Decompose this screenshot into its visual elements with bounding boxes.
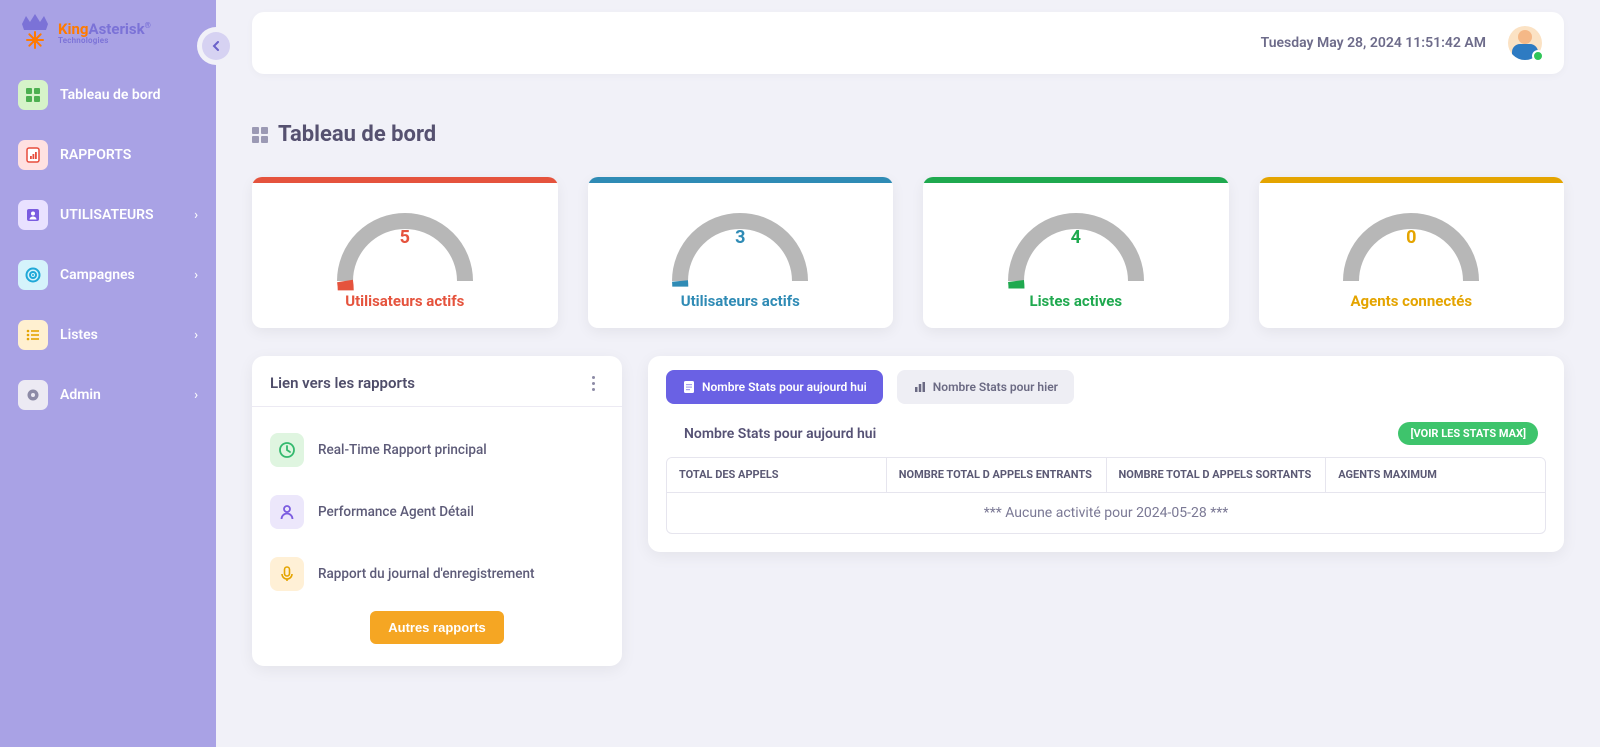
chevron-right-icon: › [194,208,198,223]
stats-column-header: NOMBRE TOTAL D APPELS SORTANTS [1107,458,1327,492]
doc-icon [682,380,696,394]
brand-logo[interactable]: KingAsterisk® Technologies [0,4,216,66]
sidebar-nav: Tableau de bord RAPPORTS UTILISATEURS › … [0,72,216,418]
topbar: Tuesday May 28, 2024 11:51:42 AM [252,12,1564,74]
user-avatar[interactable] [1508,26,1542,60]
user-icon [18,200,48,230]
online-indicator [1532,50,1544,62]
page-title-row: Tableau de bord [252,122,1564,147]
bars-icon [913,380,927,394]
gauge-accent [923,177,1229,183]
sidebar-item-target[interactable]: Campagnes › [10,252,206,298]
gauge-row: 5 Utilisateurs actifs 3 Utilisateurs act… [252,177,1564,328]
sidebar-item-label: RAPPORTS [60,147,131,163]
chevron-right-icon: › [194,328,198,343]
report-link[interactable]: Rapport du journal d'enregistrement [264,543,610,605]
sidebar-item-user[interactable]: UTILISATEURS › [10,192,206,238]
reports-card: Lien vers les rapports Real-Time Rapport… [252,356,622,666]
stats-max-badge[interactable]: [VOIR LES STATS MAX] [1398,422,1538,445]
sidebar-item-label: Campagnes [60,267,135,283]
lower-row: Lien vers les rapports Real-Time Rapport… [252,356,1564,666]
report-link[interactable]: Performance Agent Détail [264,481,610,543]
timestamp: Tuesday May 28, 2024 11:51:42 AM [1261,35,1486,51]
gauge-accent [252,177,558,183]
gauge-value: 3 [735,227,745,248]
gauge-card: 0 Agents connectés [1259,177,1565,328]
gauge-label: Utilisateurs actifs [345,292,464,310]
chevron-right-icon: › [194,268,198,283]
main-content: Tuesday May 28, 2024 11:51:42 AM Tableau… [216,0,1600,747]
report-link-label: Rapport du journal d'enregistrement [318,566,534,582]
sidebar-item-label: Admin [60,387,101,403]
sidebar-item-label: Tableau de bord [60,87,161,103]
gauge-label: Utilisateurs actifs [681,292,800,310]
sidebar: KingAsterisk® Technologies Tableau de bo… [0,0,216,747]
brand-name: KingAsterisk® [58,20,151,38]
clock-icon [270,433,304,467]
sidebar-item-report[interactable]: RAPPORTS [10,132,206,178]
stats-column-header: TOTAL DES APPELS [667,458,887,492]
stats-empty-row: *** Aucune activité pour 2024-05-28 *** [667,492,1545,533]
report-icon [18,140,48,170]
gauge-value: 0 [1406,227,1416,248]
stats-column-header: AGENTS MAXIMUM [1326,458,1545,492]
reports-menu-button[interactable] [584,374,602,392]
target-icon [18,260,48,290]
gauge-accent [1259,177,1565,183]
gauge-card: 4 Listes actives [923,177,1229,328]
sidebar-item-list[interactable]: Listes › [10,312,206,358]
page-title: Tableau de bord [278,122,436,147]
chevron-right-icon: › [194,388,198,403]
gauge-card: 5 Utilisateurs actifs [252,177,558,328]
sidebar-item-label: Listes [60,327,98,343]
gauge-value: 4 [1071,227,1081,248]
crown-asterisk-icon [18,12,52,52]
sidebar-collapse-button[interactable] [202,32,230,60]
report-link-label: Real-Time Rapport principal [318,442,487,458]
stats-table: TOTAL DES APPELSNOMBRE TOTAL D APPELS EN… [666,457,1546,534]
report-list: Real-Time Rapport principal Performance … [252,407,622,666]
stats-subtitle: Nombre Stats pour aujourd hui [684,426,876,442]
gauge-value: 5 [400,227,410,248]
gauge-card: 3 Utilisateurs actifs [588,177,894,328]
reports-title: Lien vers les rapports [270,374,415,392]
gauge-label: Listes actives [1029,292,1122,310]
stats-card: Nombre Stats pour aujourd hui Nombre Stat… [648,356,1564,552]
person-icon [270,495,304,529]
mic-icon [270,557,304,591]
report-link[interactable]: Real-Time Rapport principal [264,419,610,481]
stats-tab-label: Nombre Stats pour aujourd hui [702,380,867,394]
sidebar-item-label: UTILISATEURS [60,207,154,223]
more-reports-button[interactable]: Autres rapports [370,611,504,644]
sidebar-item-dashboard[interactable]: Tableau de bord [10,72,206,118]
stats-tab-label: Nombre Stats pour hier [933,380,1058,394]
stats-tab[interactable]: Nombre Stats pour aujourd hui [666,370,883,404]
report-link-label: Performance Agent Détail [318,504,474,520]
gauge-label: Agents connectés [1350,292,1472,310]
stats-tab[interactable]: Nombre Stats pour hier [897,370,1074,404]
stats-tabs: Nombre Stats pour aujourd hui Nombre Stat… [666,370,1546,404]
chevron-left-icon [211,41,221,51]
gear-icon [18,380,48,410]
dashboard-icon [18,80,48,110]
sidebar-item-gear[interactable]: Admin › [10,372,206,418]
dashboard-icon [252,127,268,143]
stats-column-header: NOMBRE TOTAL D APPELS ENTRANTS [887,458,1107,492]
gauge-accent [588,177,894,183]
list-icon [18,320,48,350]
